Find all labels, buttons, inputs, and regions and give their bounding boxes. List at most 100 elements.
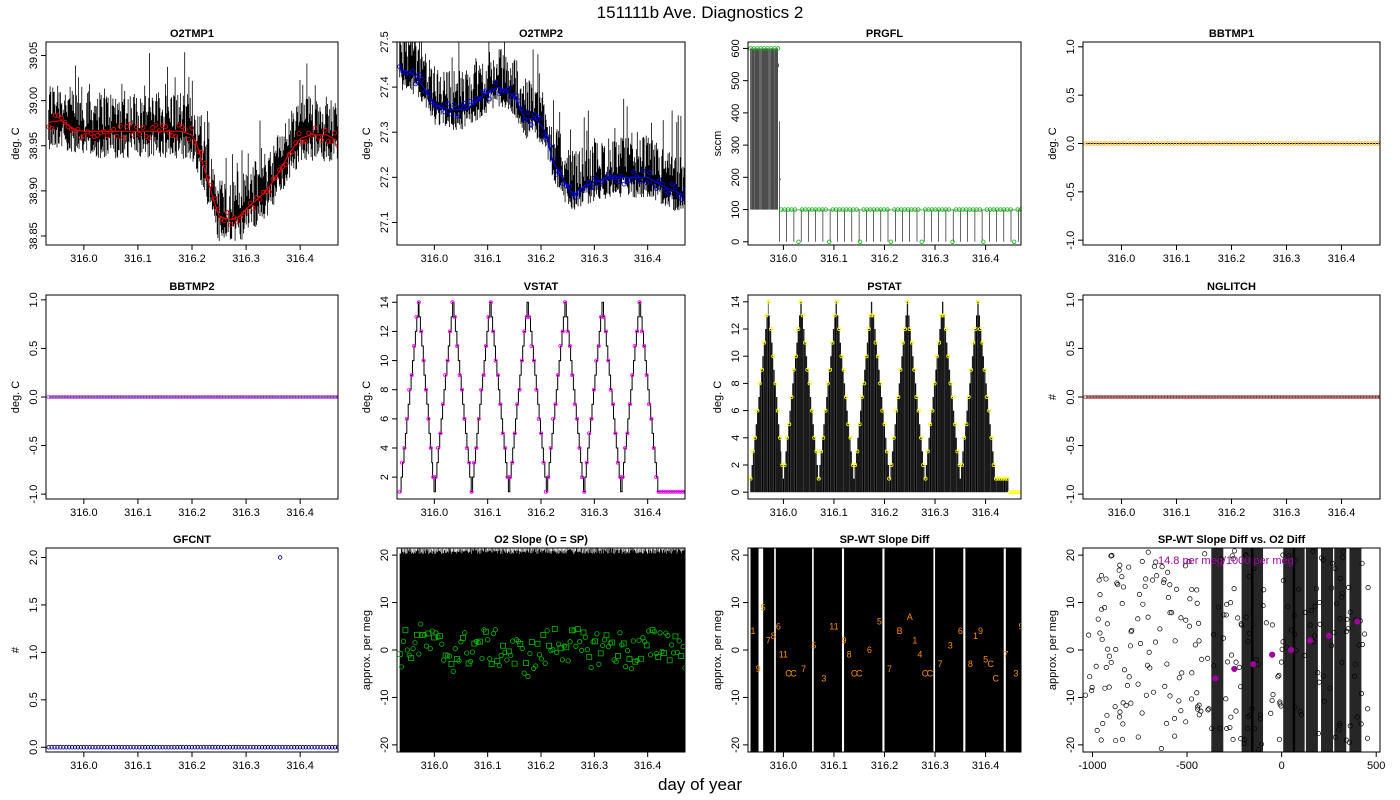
data-point: [460, 387, 465, 392]
data-point: [977, 207, 983, 212]
scatter-point: [1275, 674, 1281, 680]
data-point: [110, 745, 116, 750]
data-point: [329, 139, 334, 145]
data-point: [1098, 394, 1103, 400]
scatter-point: [1161, 579, 1167, 585]
data-point: [1208, 141, 1213, 146]
data-point: [462, 416, 467, 421]
data-point: [471, 460, 476, 465]
data-point: [1309, 141, 1314, 146]
data-point: [487, 656, 493, 662]
dense-cluster: [1211, 548, 1224, 752]
y-tick-label: 39.05: [28, 42, 40, 70]
data-point: [574, 626, 581, 633]
data-point: [294, 394, 300, 400]
data-point: [157, 394, 162, 400]
data-point: [148, 745, 154, 750]
data-point: [72, 745, 78, 750]
scatter-point: [1108, 553, 1114, 559]
data-point: [561, 643, 567, 649]
data-point: [594, 358, 599, 363]
data-point: [1119, 141, 1124, 146]
panel-title: O2 Slope (O = SP): [494, 534, 588, 546]
data-point: [1321, 141, 1326, 146]
y-tick-label: 10: [379, 354, 391, 366]
data-point: [325, 139, 331, 144]
data-point: [538, 115, 544, 121]
data-point: [998, 476, 1003, 481]
data-point: [1300, 141, 1305, 146]
scatter-point: [1087, 674, 1093, 680]
data-point: [1235, 394, 1240, 400]
data-point: [615, 179, 621, 185]
scatter-point: [1098, 737, 1104, 743]
data-point: [192, 394, 197, 400]
data-point: [1101, 141, 1106, 146]
data-point: [1220, 394, 1225, 400]
data-point: [502, 649, 508, 656]
data-point: [798, 299, 803, 304]
scatter-point: [1236, 664, 1242, 670]
x-tick-label: 316.2: [527, 253, 555, 265]
x-tick-label: 316.3: [1273, 507, 1301, 519]
data-point: [169, 133, 175, 139]
data-point: [130, 132, 136, 138]
panel-o2-slope-o-sp: O2 Slope (O = SP) 316.0 316.1 316.2 316.3 316…: [361, 534, 686, 772]
y-tick-label: 500: [730, 71, 742, 89]
data-point: [1291, 141, 1296, 146]
x-tick-label: 316.4: [286, 760, 314, 772]
data-point: [918, 435, 923, 440]
data-point: [145, 394, 151, 400]
data-point: [1202, 394, 1207, 400]
data-point: [1083, 394, 1088, 400]
data-point: [166, 129, 172, 135]
point-label: B: [897, 626, 903, 636]
data-point: [891, 435, 896, 440]
data-point: [221, 218, 227, 223]
y-tick-label: -10: [1065, 689, 1077, 705]
data-point: [95, 133, 100, 138]
scatter-point: [1224, 601, 1230, 607]
data-point: [981, 239, 986, 244]
data-point: [1324, 394, 1329, 400]
data-point: [199, 149, 204, 155]
data-point: [87, 745, 92, 750]
x-tick-label: 316.3: [232, 760, 260, 772]
point-label: 3: [1013, 669, 1018, 679]
data-point: [613, 431, 618, 436]
data-point: [676, 638, 682, 644]
data-point: [93, 394, 98, 400]
data-point: [67, 394, 72, 400]
data-point: [599, 314, 604, 319]
data-point: [419, 76, 425, 82]
y-tick-label: 39.00: [28, 87, 40, 115]
data-point: [1019, 490, 1021, 495]
dense-cluster: [1305, 548, 1318, 752]
point-label: C: [790, 669, 797, 679]
data-point: [1178, 394, 1184, 400]
data-point: [140, 394, 145, 400]
scatter-point: [1109, 552, 1115, 558]
noise-band: [884, 548, 896, 752]
data-point: [99, 394, 104, 400]
scatter-point: [1113, 646, 1119, 652]
data-point: [599, 179, 605, 185]
data-point: [1333, 141, 1338, 146]
scatter-point: [1183, 617, 1189, 623]
plot-area: [748, 299, 1021, 495]
slope-annotation: 14.8 per meg/1000 per meg: [1158, 555, 1294, 567]
data-point: [1312, 141, 1317, 146]
data-point: [1146, 141, 1151, 146]
data-point: [611, 402, 616, 407]
data-point: [108, 129, 113, 134]
data-point: [597, 650, 604, 657]
data-point: [1264, 394, 1270, 400]
data-point: [416, 72, 422, 77]
data-point: [450, 300, 455, 305]
scatter-point: [1158, 746, 1164, 752]
data-point: [414, 631, 420, 638]
data-point: [418, 621, 424, 627]
figure-x-axis-label: day of year: [657, 775, 743, 794]
data-point: [264, 189, 269, 194]
dense-cluster: [1292, 548, 1305, 752]
